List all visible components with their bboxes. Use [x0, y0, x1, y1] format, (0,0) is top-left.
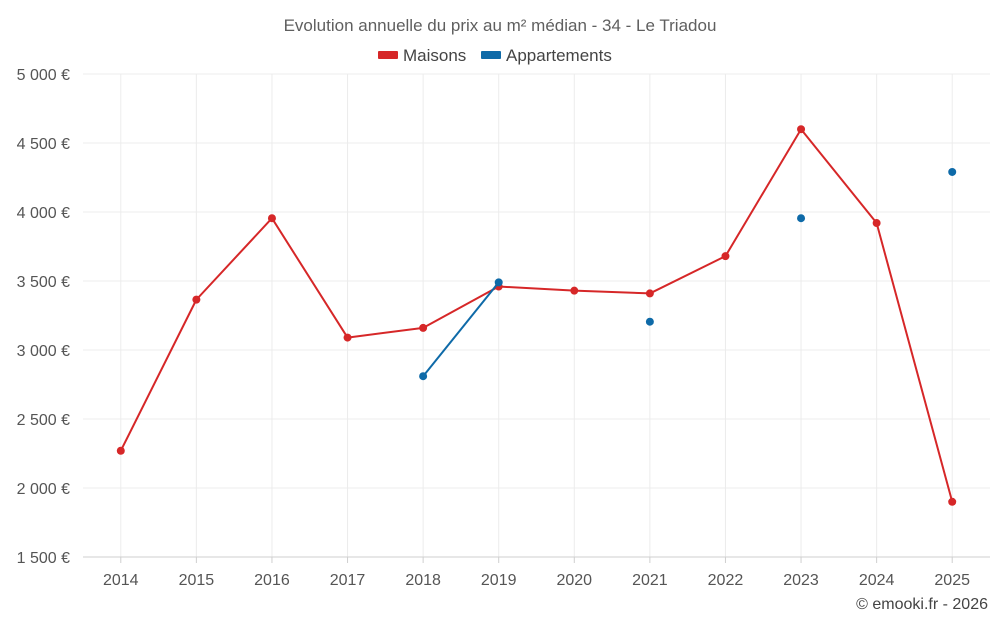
grid [83, 73, 990, 557]
data-point-appartements[interactable] [494, 278, 503, 287]
x-tick-label: 2021 [632, 572, 668, 589]
x-axis: 2014 2015 2016 2017 2018 2019 2020 2021 2022 2023… [83, 556, 990, 589]
series-maisons [116, 125, 957, 506]
data-point-appartements[interactable] [948, 167, 957, 176]
data-point-maisons[interactable] [419, 323, 428, 332]
x-tick-label: 2025 [934, 572, 970, 589]
data-point-appartements[interactable] [419, 372, 428, 381]
y-tick-label: 3 500 € [17, 274, 70, 291]
data-point-maisons[interactable] [570, 286, 579, 295]
series-line-appartements [422, 281, 500, 377]
y-tick-label: 2 000 € [17, 481, 70, 498]
y-tick-label: 4 500 € [17, 136, 70, 153]
legend: Maisons Appartements [378, 46, 612, 65]
x-tick-label: 2014 [103, 572, 139, 589]
series-line-maisons [119, 128, 954, 503]
legend-label-maisons: Maisons [403, 46, 466, 65]
y-tick-label: 2 500 € [17, 412, 70, 429]
data-point-maisons[interactable] [267, 214, 276, 223]
data-point-maisons[interactable] [872, 219, 881, 228]
y-axis: 1 500 € 2 000 € 2 500 € 3 000 € 3 500 € 4 000… [17, 67, 70, 567]
data-point-maisons[interactable] [116, 446, 125, 455]
x-tick-label: 2015 [179, 572, 215, 589]
data-point-maisons[interactable] [645, 289, 654, 298]
series-appartements [419, 167, 957, 381]
data-point-maisons[interactable] [797, 125, 806, 134]
legend-item-maisons[interactable]: Maisons [378, 46, 466, 65]
x-tick-label: 2019 [481, 572, 517, 589]
y-tick-label: 3 000 € [17, 343, 70, 360]
data-point-maisons[interactable] [948, 497, 957, 506]
y-tick-label: 4 000 € [17, 205, 70, 222]
x-tick-label: 2024 [859, 572, 895, 589]
x-tick-label: 2018 [405, 572, 441, 589]
legend-swatch-appartements [481, 51, 501, 59]
series [116, 125, 957, 506]
data-point-maisons[interactable] [192, 295, 201, 304]
legend-item-appartements[interactable]: Appartements [481, 46, 612, 65]
x-tick-label: 2016 [254, 572, 290, 589]
x-tick-label: 2022 [708, 572, 744, 589]
data-point-appartements[interactable] [645, 317, 654, 326]
data-point-maisons[interactable] [343, 333, 352, 342]
legend-swatch-maisons [378, 51, 398, 59]
x-tick-label: 2020 [556, 572, 592, 589]
y-tick-label: 5 000 € [17, 67, 70, 84]
x-tick-label: 2023 [783, 572, 819, 589]
y-tick-label: 1 500 € [17, 550, 70, 567]
x-tick-label: 2017 [330, 572, 366, 589]
chart-title: Evolution annuelle du prix au m² médian … [284, 16, 717, 35]
legend-label-appartements: Appartements [506, 46, 612, 65]
data-point-maisons[interactable] [721, 252, 730, 261]
data-point-appartements[interactable] [797, 214, 806, 223]
credit-text: © emooki.fr - 2026 [856, 596, 988, 613]
